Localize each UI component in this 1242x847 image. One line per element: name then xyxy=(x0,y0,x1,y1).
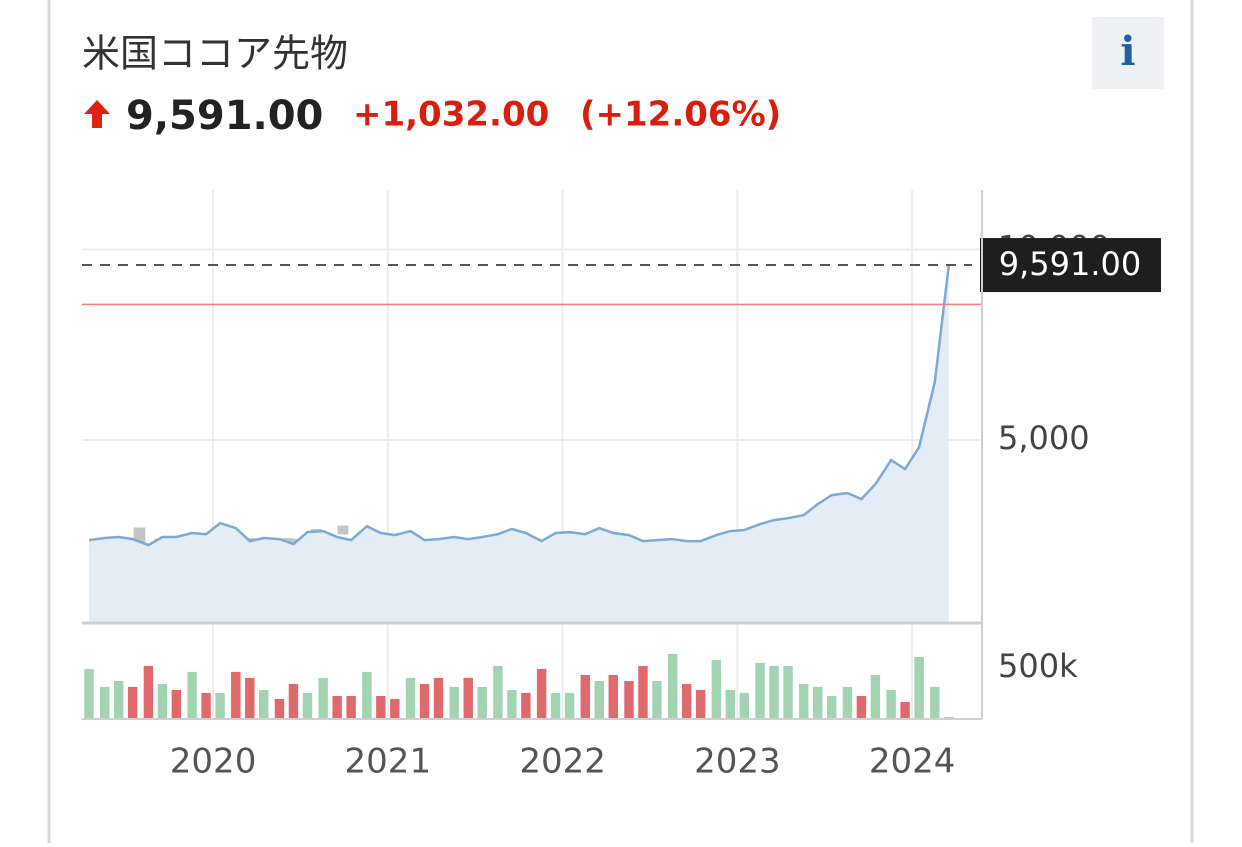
volume-bar xyxy=(113,680,124,719)
volume-bar xyxy=(201,692,211,719)
volume-bar xyxy=(739,692,750,719)
volume-bar xyxy=(302,692,313,719)
volume-bar xyxy=(390,698,400,719)
volume-bar xyxy=(856,696,867,719)
volume-bar xyxy=(171,689,182,719)
x-tick-label: 2022 xyxy=(519,742,606,782)
volume-bar xyxy=(100,686,110,719)
volume-bar xyxy=(477,686,487,719)
volume-bar xyxy=(274,698,285,719)
volume-bar xyxy=(405,677,416,719)
volume-bar xyxy=(681,683,692,719)
volume-bar xyxy=(813,686,823,719)
title: 米国ココア先物 xyxy=(82,32,348,76)
volume-bar xyxy=(187,671,197,719)
volume-bar xyxy=(564,692,575,719)
volume-bar xyxy=(449,686,459,719)
volume-bar xyxy=(419,683,430,719)
info-icon[interactable]: i xyxy=(1120,28,1135,75)
volume-tick-label: 500k xyxy=(998,647,1078,685)
volume-bar xyxy=(594,680,604,719)
change: +1,032.00 xyxy=(353,95,549,135)
x-tick-label: 2021 xyxy=(345,742,432,782)
volume-bar xyxy=(463,677,473,719)
volume-bar xyxy=(143,665,154,719)
volume-bar xyxy=(433,677,444,719)
up-arrow xyxy=(84,100,110,128)
volume-bar xyxy=(842,686,853,719)
volume-bar xyxy=(930,686,940,719)
volume-bar xyxy=(376,696,386,719)
volume-bar xyxy=(725,689,736,719)
volume-bar xyxy=(288,683,299,719)
volume-bar xyxy=(944,716,954,719)
volume-bar xyxy=(826,696,837,719)
price-line xyxy=(88,264,951,547)
volume-bar xyxy=(799,683,809,719)
volume-bar xyxy=(84,668,94,719)
volume-bar xyxy=(332,696,342,719)
volume-bar xyxy=(886,689,896,719)
volume-bar xyxy=(127,686,138,719)
volume-bar xyxy=(711,659,722,719)
chart: 202020212022202320245,00010,000Investing… xyxy=(82,190,1161,782)
volume-bar xyxy=(318,677,328,719)
volume-bar xyxy=(493,665,503,719)
volume-bar xyxy=(652,680,662,719)
volume-bar xyxy=(362,671,372,719)
x-tick-label: 2020 xyxy=(170,742,257,782)
volume-bar xyxy=(346,696,356,719)
volume-bar xyxy=(667,653,678,719)
x-tick-label: 2024 xyxy=(869,742,956,782)
last-price-label: 9,591.00 xyxy=(999,245,1142,283)
volume-bar xyxy=(536,668,547,719)
volume-bar xyxy=(259,689,269,719)
volume-bar xyxy=(783,665,793,719)
volume-bar xyxy=(755,662,765,719)
price-area xyxy=(88,265,949,623)
y-tick-label: 5,000 xyxy=(998,419,1090,457)
volume-bar xyxy=(900,701,910,719)
volume-bar xyxy=(521,692,531,719)
volume-bar xyxy=(580,674,591,719)
volume-bar xyxy=(870,674,881,719)
volume-bar xyxy=(215,692,225,719)
change-percent: (+12.06%) xyxy=(580,95,781,135)
last-price-box xyxy=(980,238,1161,293)
volume-bar xyxy=(550,692,561,719)
volume-bar xyxy=(231,671,241,719)
volume-bar xyxy=(507,689,517,719)
volume-bar xyxy=(914,656,924,719)
volume-bar xyxy=(695,689,706,719)
volume-bar xyxy=(157,683,168,719)
volume-bar xyxy=(624,680,634,719)
volume-bar xyxy=(769,665,779,719)
price: 9,591.00 xyxy=(126,93,323,139)
info-button[interactable] xyxy=(1092,17,1164,89)
volume-bar xyxy=(638,665,648,719)
volume-bar xyxy=(245,677,255,719)
volume-bar xyxy=(608,674,618,719)
x-tick-label: 2023 xyxy=(694,742,781,782)
